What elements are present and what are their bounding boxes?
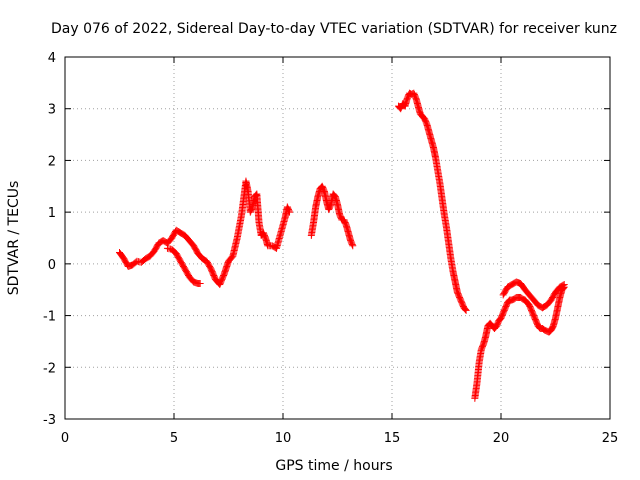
data-point-interp (348, 240, 356, 248)
y-tick-label: 0 (48, 258, 56, 273)
data-point (462, 306, 470, 314)
data-point-interp (559, 281, 567, 289)
data-point-interp (505, 297, 513, 305)
x-tick-label: 20 (493, 431, 510, 446)
data-point-interp (536, 324, 544, 332)
axis-ticks: 0 5 10 15 20 25 -3 -2 -1 0 1 2 3 4 (43, 51, 618, 446)
x-tick-label: 25 (602, 431, 619, 446)
data-point-interp (461, 306, 469, 314)
data-point (560, 281, 568, 289)
y-tick-label: -1 (43, 310, 56, 325)
data-point-interp (330, 191, 338, 199)
x-tick-label: 10 (275, 431, 292, 446)
x-tick-label: 0 (61, 431, 69, 446)
data-point (196, 280, 204, 288)
y-tick-label: -2 (43, 361, 56, 376)
y-tick-label: 4 (48, 51, 56, 66)
chart-title: Day 076 of 2022, Sidereal Day-to-day VTE… (51, 21, 617, 37)
y-tick-label: 1 (48, 206, 56, 221)
x-axis-label: GPS time / hours (275, 458, 392, 474)
y-tick-label: -3 (43, 413, 56, 428)
y-tick-label: 2 (48, 154, 56, 169)
x-tick-label: 15 (384, 431, 401, 446)
data-points (116, 89, 568, 402)
grid (65, 57, 610, 419)
y-axis-label: SDTVAR / TECUs (6, 181, 22, 296)
y-tick-label: 3 (48, 103, 56, 118)
plot-frame (64, 56, 611, 420)
data-point (286, 208, 294, 216)
data-point-interp (461, 305, 469, 313)
x-tick-label: 5 (170, 431, 178, 446)
data-point (349, 242, 357, 250)
data-point-interp (285, 207, 293, 215)
